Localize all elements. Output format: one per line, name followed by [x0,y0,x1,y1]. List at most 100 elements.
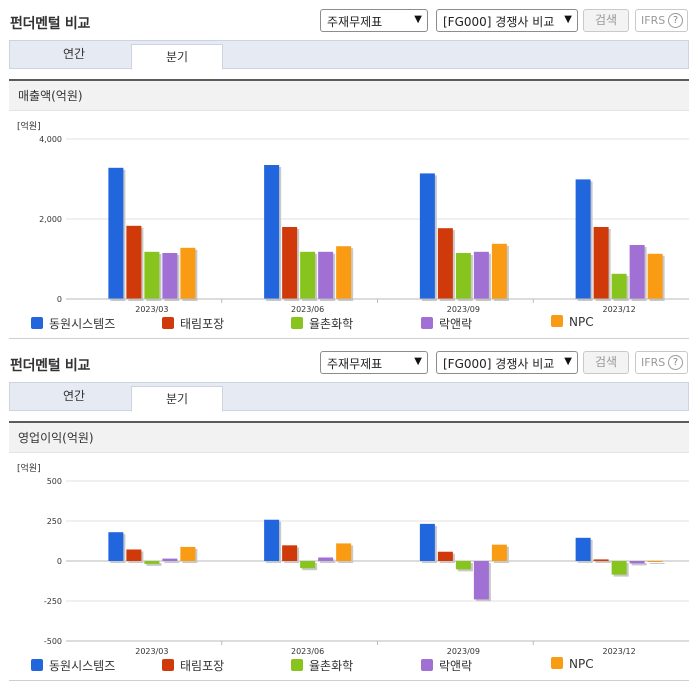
peer-select[interactable]: [FG000] 경쟁사 비교 ▼ [436,351,578,374]
legend-label: 율촌화학 [309,317,354,331]
bar [264,519,280,561]
legend-item[interactable]: 율촌화학 [291,315,353,332]
chart-legend: 동원시스템즈 태림포장 율촌화학 락앤락 NPC [9,657,689,675]
y-tick-label: 0 [57,295,62,304]
legend-item[interactable]: NPC [551,657,594,671]
bar [126,225,142,299]
legend-item[interactable]: 동원시스템즈 [31,315,115,332]
peer-select-value: [FG000] 경쟁사 비교 [443,15,555,29]
legend-swatch [31,317,43,329]
y-tick-label: 0 [57,557,62,566]
bar-shadow [146,563,162,566]
section-header: 펀더멘털 비교 주재무제표 ▼ [FG000] 경쟁사 비교 ▼ 검색 IFRS… [0,342,696,380]
legend-swatch [421,659,433,671]
legend-item[interactable]: 락앤락 [421,657,472,674]
ifrs-button[interactable]: IFRS ? [635,9,688,32]
search-button[interactable]: 검색 [583,351,629,374]
chart-title: 영업이익(억원) [9,423,689,453]
legend-swatch [291,317,303,329]
legend-swatch [551,657,563,669]
bar [144,251,160,299]
bar-shadow [164,560,180,563]
legend-label: 태림포장 [180,317,225,331]
statement-select-value: 주재무제표 [327,15,383,29]
legend-swatch [551,315,563,327]
legend-label: 락앤락 [439,317,473,331]
legend-swatch [31,659,43,671]
x-tick-label: 2023/06 [291,647,324,656]
bar [437,551,453,561]
peer-select-value: [FG000] 경쟁사 비교 [443,357,555,371]
ifrs-label: IFRS [641,14,666,27]
legend-item[interactable]: 락앤락 [421,315,472,332]
legend-label: 동원시스템즈 [49,659,116,673]
legend-label: 동원시스템즈 [49,317,116,331]
legend-label: NPC [569,315,594,329]
bar [455,561,471,570]
help-icon[interactable]: ? [668,13,683,28]
chart-box-operating-profit: 영업이익(억원) [억원] -500 -250 0 250 500 2023/03 2023/… [9,421,689,681]
search-button[interactable]: 검색 [583,9,629,32]
ifrs-label: IFRS [641,356,666,369]
bar [647,253,663,299]
bar [126,549,142,561]
fundamental-section-1: 펀더멘털 비교 주재무제표 ▼ [FG000] 경쟁사 비교 ▼ 검색 IFRS… [0,0,696,339]
statement-select[interactable]: 주재무제표 ▼ [320,351,428,374]
legend-swatch [162,659,174,671]
bar [336,246,352,299]
chart-legend: 동원시스템즈 태림포장 율촌화학 락앤락 NPC [9,315,689,333]
y-unit-label: [억원] [17,462,41,474]
bar [629,561,645,564]
section-title: 펀더멘털 비교 [10,16,91,32]
statement-select[interactable]: 주재무제표 ▼ [320,9,428,32]
period-tabs: 연간 분기 [9,382,689,412]
bar [491,243,507,299]
legend-item[interactable]: 태림포장 [162,657,224,674]
y-tick-label: 4,000 [39,135,62,144]
bar [162,558,178,561]
bar [144,561,160,564]
y-tick-label: 2,000 [39,215,62,224]
legend-label: 락앤락 [439,659,473,673]
x-tick-label: 2023/12 [603,647,636,656]
ifrs-button[interactable]: IFRS ? [635,351,688,374]
help-icon[interactable]: ? [668,355,683,370]
legend-swatch [162,317,174,329]
peer-select[interactable]: [FG000] 경쟁사 비교 ▼ [436,9,578,32]
bar-shadow [320,559,336,563]
y-tick-label: 250 [47,517,62,526]
x-tick-label: 2023/03 [135,305,168,314]
legend-item[interactable]: 율촌화학 [291,657,353,674]
tab-annual[interactable]: 연간 [62,47,86,61]
legend-item[interactable]: NPC [551,315,594,329]
operating-profit-chart: [억원] -500 -250 0 250 500 2023/03 2023/06 2023/09… [17,462,689,656]
bar [318,557,334,561]
x-tick-label: 2023/09 [447,647,480,656]
tab-quarterly[interactable]: 분기 [131,386,223,412]
bar [300,561,316,569]
bar [336,543,352,561]
bar-shadow [631,563,647,566]
bar [162,253,178,299]
legend-swatch [421,317,433,329]
tab-quarterly[interactable]: 분기 [131,44,223,70]
legend-item[interactable]: 동원시스템즈 [31,657,115,674]
bar [575,179,591,299]
chevron-down-icon: ▼ [564,356,572,367]
bar [629,245,645,299]
tab-annual[interactable]: 연간 [62,389,86,403]
period-tabs: 연간 분기 [9,40,689,70]
y-tick-label: -500 [44,637,62,646]
bar [611,273,627,299]
x-tick-label: 2023/09 [447,305,480,314]
legend-item[interactable]: 태림포장 [162,315,224,332]
bar [108,167,124,299]
y-unit-label: [억원] [17,120,41,132]
bar [180,247,196,299]
y-tick-label: 500 [47,477,62,486]
bar [282,545,298,561]
fundamental-section-2: 펀더멘털 비교 주재무제표 ▼ [FG000] 경쟁사 비교 ▼ 검색 IFRS… [0,342,696,681]
bar [419,523,435,561]
bar [300,251,316,299]
x-tick-label: 2023/12 [603,305,636,314]
